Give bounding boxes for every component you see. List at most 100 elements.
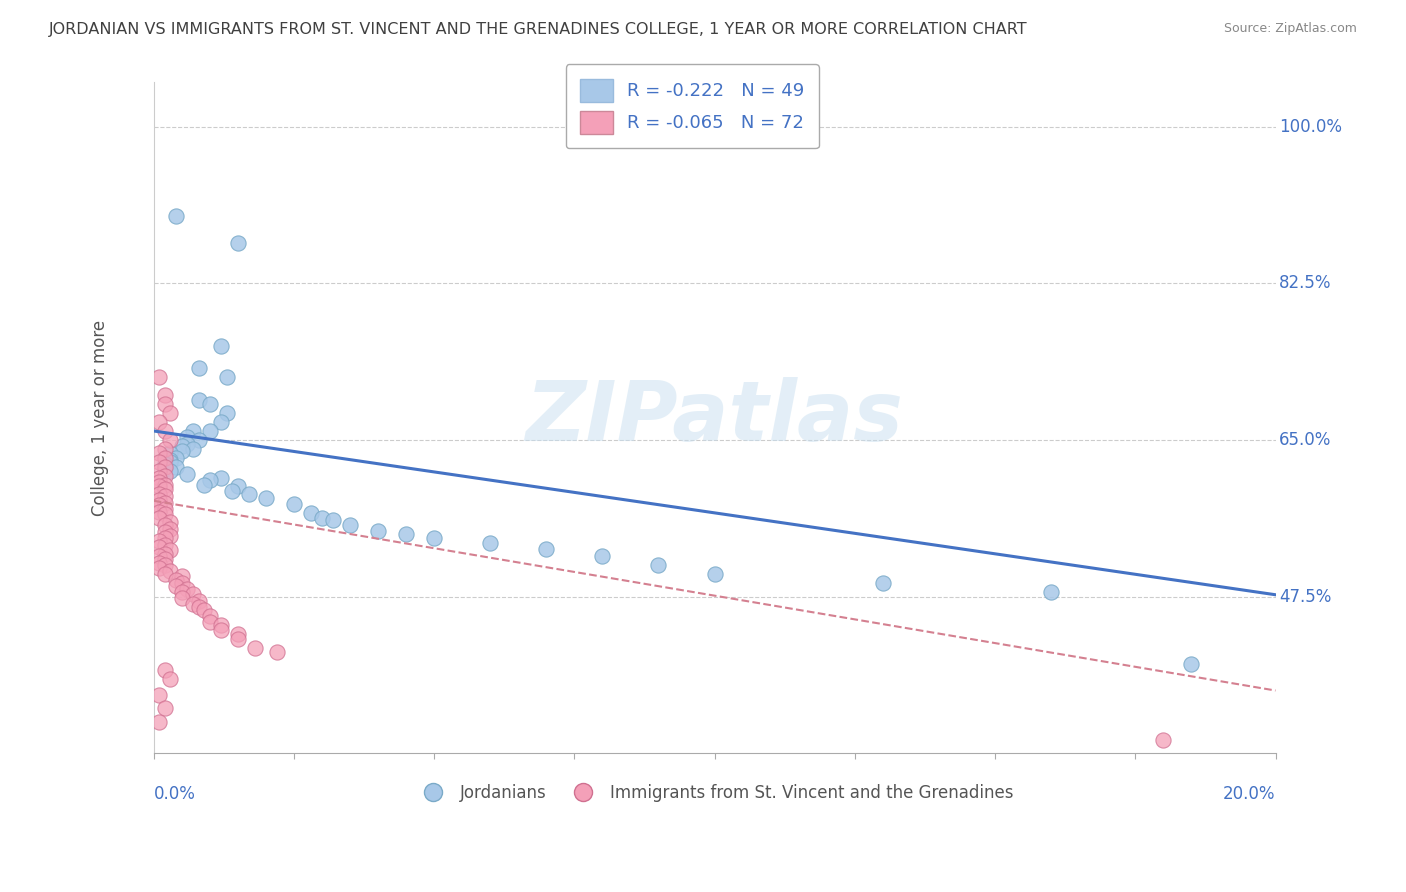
- Point: [1040, 585, 1063, 599]
- Point: [187, 594, 209, 608]
- Point: [322, 513, 344, 527]
- Point: [198, 397, 221, 411]
- Point: [198, 609, 221, 624]
- Point: [153, 457, 176, 471]
- Point: [872, 576, 894, 591]
- Text: 0.0%: 0.0%: [153, 784, 195, 803]
- Point: [209, 470, 232, 484]
- Text: ZIPatlas: ZIPatlas: [526, 377, 904, 458]
- Point: [187, 392, 209, 407]
- Point: [148, 714, 170, 729]
- Point: [176, 430, 198, 444]
- Point: [170, 585, 193, 599]
- Point: [148, 370, 170, 384]
- Point: [367, 524, 389, 539]
- Point: [153, 547, 176, 561]
- Point: [181, 597, 204, 611]
- Point: [148, 504, 170, 518]
- Point: [193, 603, 215, 617]
- Point: [395, 527, 418, 541]
- Point: [198, 615, 221, 629]
- Point: [181, 442, 204, 456]
- Point: [153, 388, 176, 402]
- Point: [148, 464, 170, 478]
- Point: [148, 455, 170, 469]
- Point: [170, 439, 193, 453]
- Point: [170, 591, 193, 606]
- Point: [159, 672, 181, 686]
- Text: 47.5%: 47.5%: [1279, 588, 1331, 606]
- Point: [148, 446, 170, 460]
- Point: [226, 632, 249, 646]
- Point: [153, 518, 176, 533]
- Legend: Jordanians, Immigrants from St. Vincent and the Grenadines: Jordanians, Immigrants from St. Vincent …: [409, 777, 1019, 809]
- Point: [209, 339, 232, 353]
- Point: [226, 627, 249, 641]
- Text: JORDANIAN VS IMMIGRANTS FROM ST. VINCENT AND THE GRENADINES COLLEGE, 1 YEAR OR M: JORDANIAN VS IMMIGRANTS FROM ST. VINCENT…: [49, 22, 1028, 37]
- Point: [148, 471, 170, 485]
- Point: [153, 489, 176, 503]
- Point: [153, 525, 176, 540]
- Point: [159, 543, 181, 558]
- Point: [153, 482, 176, 496]
- Point: [226, 479, 249, 493]
- Point: [159, 406, 181, 420]
- Point: [148, 492, 170, 507]
- Point: [159, 515, 181, 529]
- Point: [153, 397, 176, 411]
- Point: [153, 552, 176, 566]
- Text: 65.0%: 65.0%: [1279, 431, 1331, 449]
- Point: [159, 464, 181, 478]
- Point: [148, 479, 170, 493]
- Point: [243, 640, 266, 655]
- Text: 100.0%: 100.0%: [1279, 118, 1341, 136]
- Point: [159, 523, 181, 537]
- Point: [209, 618, 232, 632]
- Point: [209, 415, 232, 429]
- Point: [226, 235, 249, 250]
- Point: [153, 442, 176, 456]
- Point: [159, 565, 181, 579]
- Point: [148, 510, 170, 524]
- Text: Source: ZipAtlas.com: Source: ZipAtlas.com: [1223, 22, 1357, 36]
- Point: [148, 534, 170, 549]
- Point: [153, 461, 176, 475]
- Point: [215, 406, 238, 420]
- Point: [215, 370, 238, 384]
- Point: [1152, 732, 1174, 747]
- Point: [165, 573, 187, 587]
- Point: [209, 623, 232, 637]
- Point: [153, 558, 176, 573]
- Point: [153, 663, 176, 677]
- Text: 20.0%: 20.0%: [1223, 784, 1275, 803]
- Point: [148, 561, 170, 575]
- Point: [176, 467, 198, 481]
- Point: [176, 582, 198, 597]
- Point: [153, 424, 176, 438]
- Point: [159, 452, 181, 467]
- Text: College, 1 year or more: College, 1 year or more: [91, 319, 108, 516]
- Point: [148, 486, 170, 500]
- Point: [148, 498, 170, 512]
- Point: [647, 558, 669, 573]
- Point: [591, 549, 613, 564]
- Point: [165, 579, 187, 593]
- Point: [176, 437, 198, 451]
- Point: [159, 529, 181, 543]
- Point: [159, 446, 181, 460]
- Point: [193, 477, 215, 491]
- Point: [198, 424, 221, 438]
- Point: [1180, 657, 1202, 671]
- Point: [181, 424, 204, 438]
- Point: [159, 433, 181, 447]
- Point: [479, 536, 502, 550]
- Point: [153, 459, 176, 474]
- Point: [153, 701, 176, 715]
- Point: [299, 506, 322, 520]
- Point: [266, 645, 288, 659]
- Point: [170, 443, 193, 458]
- Point: [187, 600, 209, 615]
- Point: [153, 538, 176, 552]
- Point: [165, 209, 187, 223]
- Point: [283, 497, 305, 511]
